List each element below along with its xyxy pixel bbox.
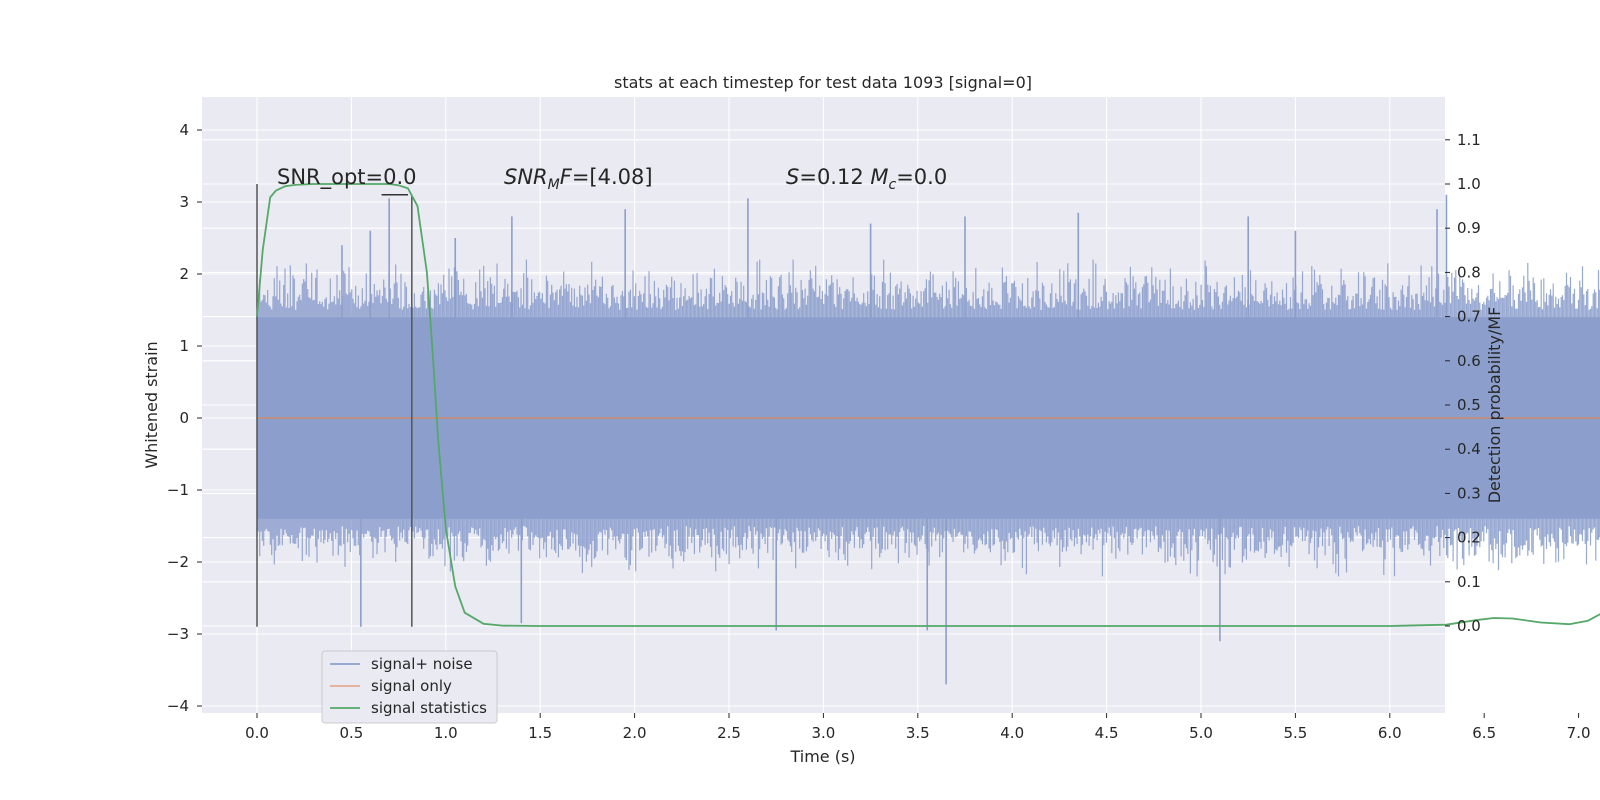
x-tick-label: 1.0 xyxy=(434,724,458,742)
y2-tick-label: 0.4 xyxy=(1457,440,1481,458)
y2-tick-label: 1.0 xyxy=(1457,175,1481,193)
y-tick-label: −4 xyxy=(167,697,189,715)
legend: signal+ noise signal only signal statist… xyxy=(321,650,498,724)
y-tick-label: 2 xyxy=(179,265,189,283)
annotation-snr-mf: SNRMF=[4.08] xyxy=(504,165,653,193)
x-tick-label: 5.5 xyxy=(1283,724,1307,742)
x-tick-label: 2.5 xyxy=(717,724,741,742)
x-tick-label: 0.0 xyxy=(245,724,269,742)
x-tick-label: 6.0 xyxy=(1378,724,1402,742)
y-tick-label: 4 xyxy=(179,121,189,139)
x-tick-label: 6.5 xyxy=(1472,724,1496,742)
x-tick-label: 5.0 xyxy=(1189,724,1213,742)
x-tick-label: 4.0 xyxy=(1000,724,1024,742)
x-tick-label: 2.0 xyxy=(623,724,647,742)
y2-axis-label: Detection probability/MF xyxy=(1485,307,1504,504)
y2-axis-ticks: 1.1 1.0 0.9 0.8 0.7 0.6 0.5 0.4 0.3 0.2 0.1 0.0 xyxy=(1445,131,1481,635)
legend-label-signal-only: signal only xyxy=(371,677,452,695)
y-tick-label: 3 xyxy=(179,193,189,211)
y-tick-label: 0 xyxy=(179,409,189,427)
x-tick-label: 1.5 xyxy=(528,724,552,742)
y2-tick-label: 0.0 xyxy=(1457,617,1481,635)
x-tick-label: 0.5 xyxy=(339,724,363,742)
annotation-s-mc: S=0.12 Mc=0.0 xyxy=(786,165,947,193)
y2-tick-label: 0.5 xyxy=(1457,396,1481,414)
y2-tick-label: 0.2 xyxy=(1457,529,1481,547)
y2-tick-label: 0.9 xyxy=(1457,219,1481,237)
chart-title: stats at each timestep for test data 109… xyxy=(614,73,1032,92)
legend-label-signal-statistics: signal statistics xyxy=(371,699,487,717)
y2-tick-label: 0.8 xyxy=(1457,263,1481,281)
y2-tick-label: 0.6 xyxy=(1457,352,1481,370)
series-signal-statistics xyxy=(256,183,1600,627)
x-axis-ticks: 0.0 0.5 1.0 1.5 2.0 2.5 3.0 3.5 4.0 4.5 5.0 5.5 6.0 6… xyxy=(245,713,1591,742)
y-axis-label: Whitened strain xyxy=(142,341,161,468)
legend-box xyxy=(321,650,498,724)
legend-label-signal-noise: signal+ noise xyxy=(371,655,473,673)
x-tick-label: 3.0 xyxy=(811,724,835,742)
y-tick-label: 1 xyxy=(179,337,189,355)
y-tick-label: −3 xyxy=(167,625,189,643)
y2-tick-label: 0.3 xyxy=(1457,484,1481,502)
y2-tick-label: 0.1 xyxy=(1457,573,1481,591)
y2-tick-label: 0.7 xyxy=(1457,308,1481,326)
y-axis-ticks: 4 3 2 1 0 −1 −2 −3 −4 xyxy=(167,121,202,715)
y-tick-label: −1 xyxy=(167,481,189,499)
annotation-snr-opt: SNR_opt=0.0 xyxy=(277,165,417,190)
x-tick-label: 3.5 xyxy=(906,724,930,742)
x-tick-label: 7.0 xyxy=(1567,724,1591,742)
x-axis-label: Time (s) xyxy=(789,747,855,766)
vertical-markers xyxy=(256,184,413,627)
y2-tick-label: 1.1 xyxy=(1457,131,1481,149)
y-tick-label: −2 xyxy=(167,553,189,571)
signal-statistics-line xyxy=(256,183,1600,627)
x-tick-label: 4.5 xyxy=(1095,724,1119,742)
